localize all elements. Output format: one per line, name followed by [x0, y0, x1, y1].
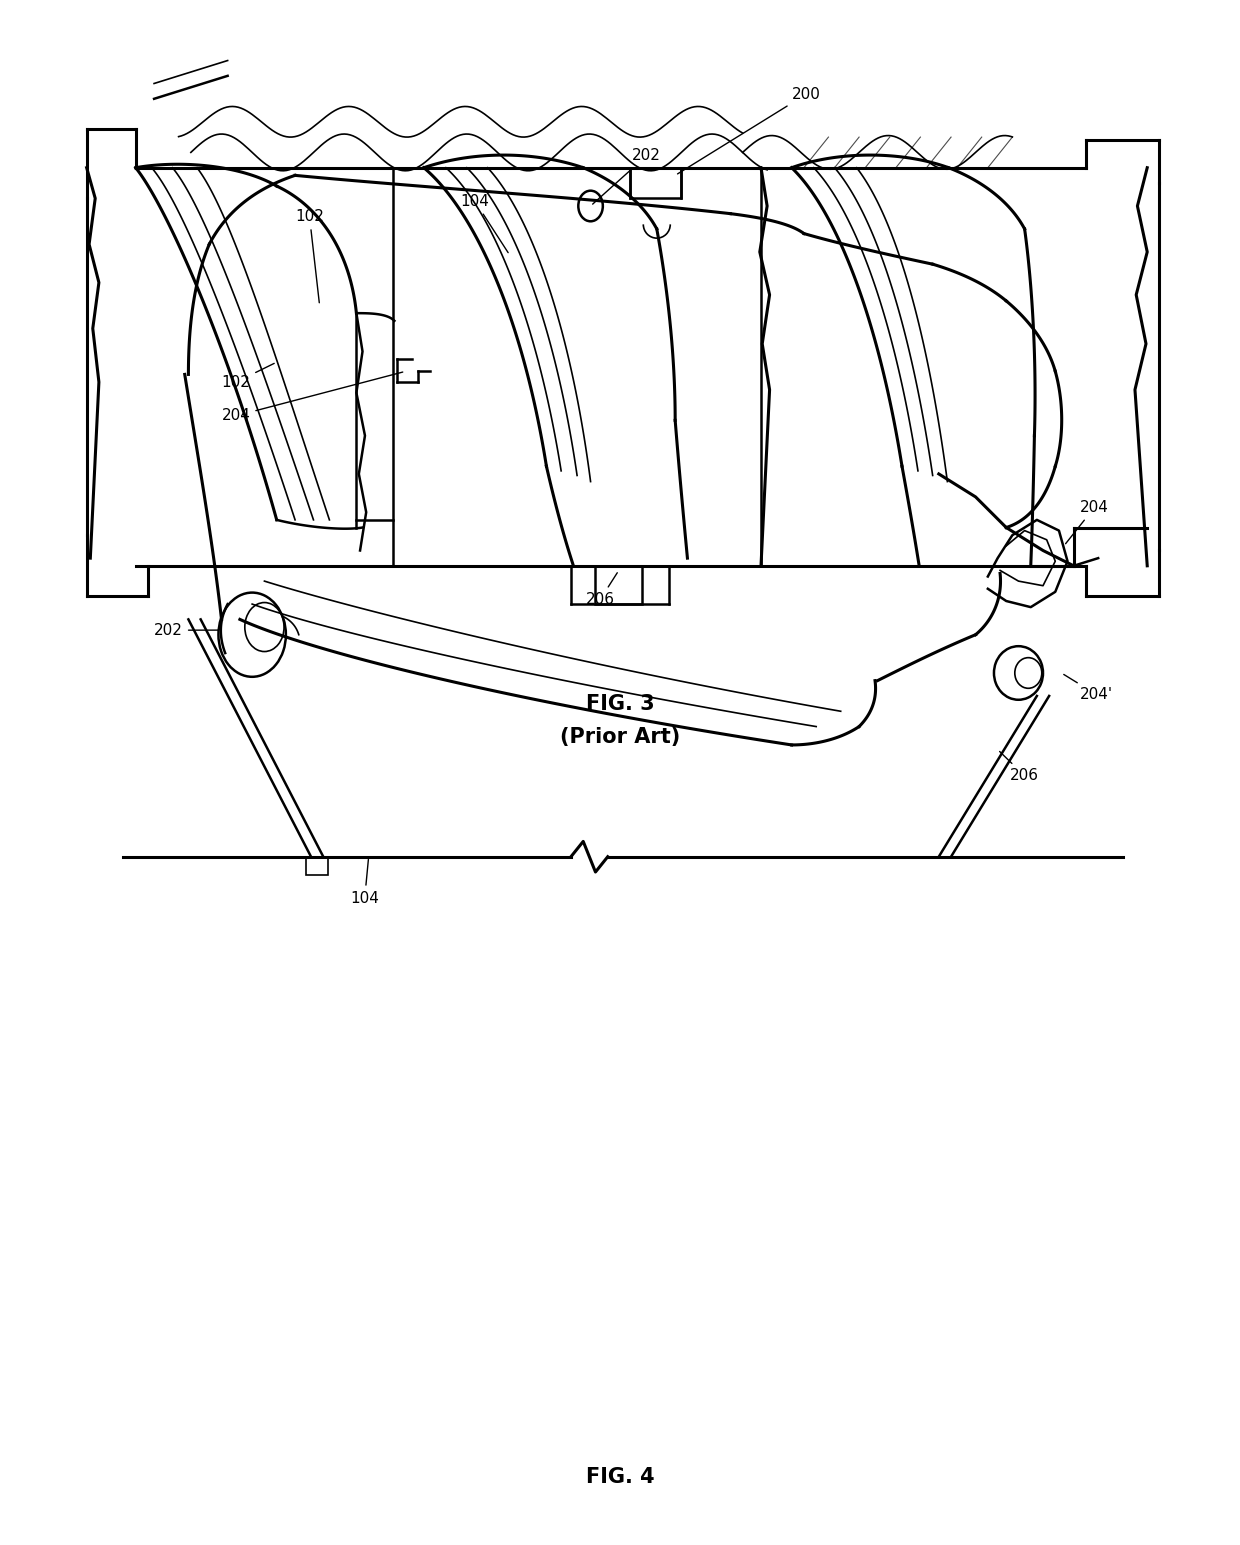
Text: 200: 200	[677, 87, 821, 175]
Text: 206: 206	[999, 751, 1039, 783]
Bar	[630, 168, 681, 198]
Text: 202: 202	[593, 148, 661, 204]
Text: 206: 206	[585, 573, 618, 607]
Text: 202: 202	[154, 623, 218, 638]
Text: 104: 104	[350, 859, 379, 905]
Bar	[595, 565, 642, 604]
Text: 204': 204'	[1064, 675, 1114, 701]
Text: (Prior Art): (Prior Art)	[560, 728, 680, 748]
Text: FIG. 3: FIG. 3	[585, 694, 655, 714]
Text: 204: 204	[222, 372, 403, 423]
Text: 104: 104	[460, 195, 508, 253]
Text: 102: 102	[222, 363, 274, 389]
Bar	[306, 857, 329, 874]
Text: FIG. 4: FIG. 4	[585, 1466, 655, 1486]
Text: 102: 102	[295, 209, 324, 303]
Text: 204: 204	[1065, 501, 1109, 544]
